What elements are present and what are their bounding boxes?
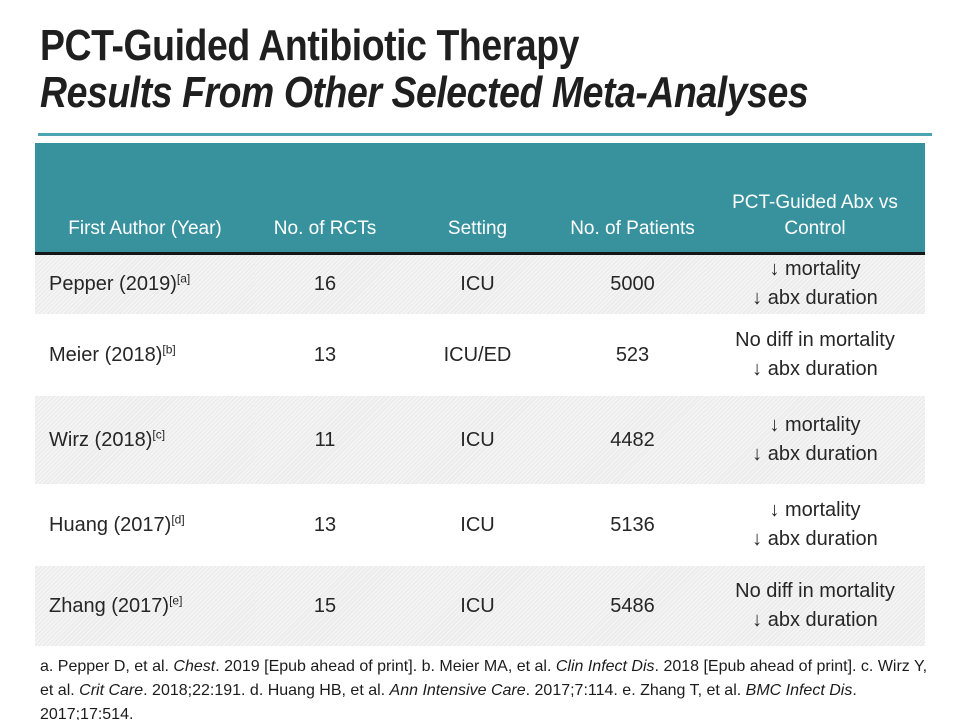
cell-rcts: 11 [255, 395, 395, 484]
column-header-setting: Setting [395, 143, 560, 255]
cell-first-author: Huang (2017)[d] [35, 484, 255, 566]
footnote-text: . 2018 [Epub ahead of print]. c. Wirz Y,… [40, 658, 928, 699]
author-name: Pepper (2019) [49, 273, 177, 296]
cell-outcome: ↓ mortality ↓ abx duration [705, 484, 925, 566]
cell-patients: 5136 [610, 513, 655, 536]
journal-name: Chest [173, 658, 216, 675]
cell-patients: 5000 [560, 253, 705, 314]
cell-patients: 4482 [560, 395, 705, 484]
author-name: Zhang (2017) [49, 594, 170, 617]
outcome-line: ↓ mortality [769, 258, 861, 281]
footnote-text: a. Pepper D, et al. [40, 658, 174, 675]
outcome-line: ↓ abx duration [752, 608, 878, 631]
title-divider-rule [38, 133, 932, 136]
cell-rcts: 15 [255, 565, 395, 646]
cell-rcts: 13 [313, 513, 337, 536]
cell-first-author: Wirz (2018)[c] [35, 395, 255, 484]
author-name: Wirz (2018) [49, 428, 153, 451]
reference-superscript: [e] [169, 592, 183, 607]
outcome-line: ↓ abx duration [752, 442, 878, 465]
cell-rcts: 16 [255, 253, 395, 314]
outcome-line: ↓ abx duration [752, 357, 878, 380]
table-header: First Author (Year) No. of RCTs Setting … [35, 143, 925, 255]
cell-first-author: Zhang (2017)[e] [35, 565, 255, 646]
cell-setting: ICU/ED [443, 343, 512, 366]
outcome-line: No diff in mortality [735, 328, 895, 351]
outcome-line: ↓ mortality [769, 498, 861, 521]
table-row: Pepper (2019)[a] 16 ICU 5000 ↓ mortality… [35, 253, 925, 314]
cell-setting: ICU [460, 513, 495, 536]
page-title: PCT-Guided Antibiotic Therapy [40, 21, 580, 70]
page-subtitle: Results From Other Selected Meta-Analyse… [40, 68, 809, 117]
journal-name: Crit Care [79, 682, 144, 699]
cell-first-author: Pepper (2019)[a] [35, 253, 255, 314]
table-row: Meier (2018)[b] 13 ICU/ED 523 No diff in… [35, 314, 925, 396]
cell-patients: 5486 [560, 565, 705, 646]
outcome-line: ↓ mortality [769, 413, 861, 436]
table-header-row: First Author (Year) No. of RCTs Setting … [35, 143, 925, 255]
footnotes: a. Pepper D, et al. Chest. 2019 [Epub ah… [40, 655, 928, 720]
cell-outcome: No diff in mortality ↓ abx duration [705, 565, 925, 646]
cell-rcts: 13 [313, 343, 337, 366]
reference-superscript: [b] [162, 341, 176, 356]
cell-outcome: ↓ mortality ↓ abx duration [705, 253, 925, 314]
column-header-patients: No. of Patients [560, 143, 705, 255]
footnote-text: . 2019 [Epub ahead of print]. b. Meier M… [215, 658, 556, 675]
cell-setting: ICU [395, 395, 560, 484]
title-block: PCT-Guided Antibiotic Therapy Results Fr… [40, 22, 944, 116]
column-header-first-author: First Author (Year) [35, 143, 255, 255]
reference-superscript: [d] [171, 511, 185, 526]
cell-setting: ICU [395, 253, 560, 314]
outcome-line: ↓ abx duration [752, 287, 878, 310]
footnote-text: . 2017;7:114. e. Zhang T, et al. [525, 682, 746, 699]
cell-first-author: Meier (2018)[b] [35, 314, 255, 396]
table-row: Wirz (2018)[c] 11 ICU 4482 ↓ mortality ↓ … [35, 395, 925, 484]
footnote-text: . 2018;22:191. d. Huang HB, et al. [143, 682, 390, 699]
outcome-line: ↓ abx duration [752, 527, 878, 550]
author-name: Meier (2018) [49, 343, 163, 366]
author-name: Huang (2017) [49, 513, 172, 536]
cell-patients: 523 [615, 343, 650, 366]
journal-name: Ann Intensive Care [389, 682, 526, 699]
meta-analyses-table: First Author (Year) No. of RCTs Setting … [35, 143, 925, 646]
column-header-outcome: PCT-Guided Abx vs Control [705, 143, 925, 255]
journal-name: Clin Infect Dis [555, 658, 655, 675]
table-row: Huang (2017)[d] 13 ICU 5136 ↓ mortality ↓… [35, 484, 925, 566]
journal-name: BMC Infect Dis [745, 682, 853, 699]
table-row: Zhang (2017)[e] 15 ICU 5486 No diff in m… [35, 565, 925, 646]
cell-outcome: ↓ mortality ↓ abx duration [705, 395, 925, 484]
cell-outcome: No diff in mortality ↓ abx duration [705, 314, 925, 396]
cell-setting: ICU [395, 565, 560, 646]
footnote-text: . 2017;17:514. [40, 682, 857, 720]
table-body: Pepper (2019)[a] 16 ICU 5000 ↓ mortality… [35, 253, 925, 646]
outcome-line: No diff in mortality [735, 579, 895, 602]
column-header-rcts: No. of RCTs [255, 143, 395, 255]
reference-superscript: [a] [176, 271, 191, 286]
reference-superscript: [c] [152, 426, 166, 441]
